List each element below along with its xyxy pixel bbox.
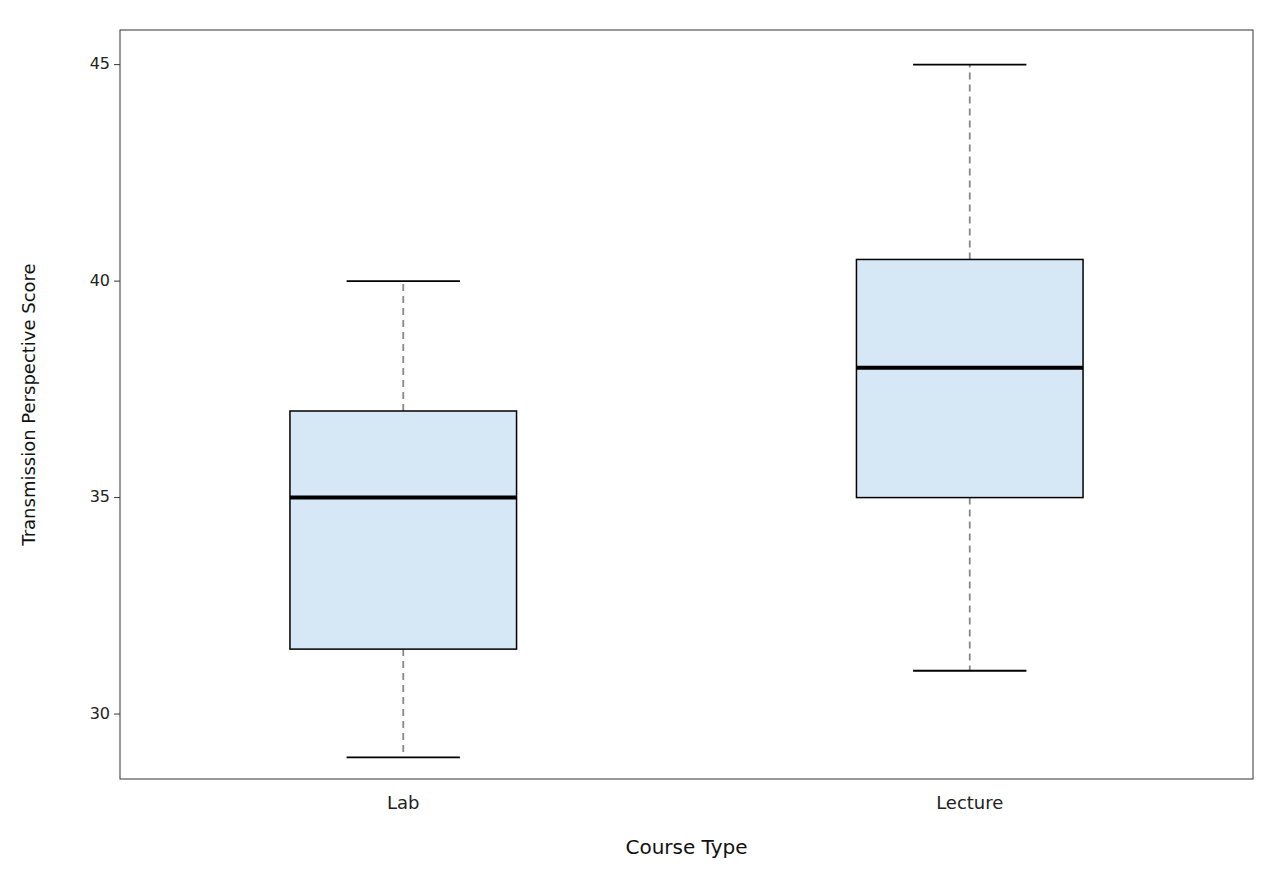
plot-frame [120, 30, 1253, 779]
x-tick-label: Lecture [936, 792, 1003, 813]
box [856, 259, 1083, 497]
median-line [856, 366, 1083, 370]
whisker-high [402, 281, 404, 411]
box [290, 411, 517, 649]
median-line [290, 496, 517, 500]
plot-area [290, 65, 1083, 758]
y-tick [114, 497, 120, 498]
x-tick-label: Lab [387, 792, 419, 813]
chart-svg: Lab Lecture 30 35 40 45 Course Type Transmissio… [0, 0, 1283, 889]
y-tick-label: 45 [90, 54, 110, 73]
y-tick-label: 40 [90, 271, 110, 290]
y-tick [114, 64, 120, 65]
x-axis-label: Course Type [625, 835, 747, 859]
cap-low [913, 670, 1026, 672]
y-tick [114, 714, 120, 715]
whisker-low [969, 498, 971, 671]
whisker-low [402, 649, 404, 757]
whisker-high [969, 65, 971, 260]
cap-high [347, 280, 460, 282]
y-axis-label: Transmission Perspective Score [18, 263, 39, 546]
chart-container: Lab Lecture 30 35 40 45 Course Type Transmissio… [0, 0, 1283, 889]
cap-high [913, 64, 1026, 66]
cap-low [347, 756, 460, 758]
y-tick-label: 30 [90, 704, 110, 723]
y-tick [114, 281, 120, 282]
y-tick-label: 35 [90, 487, 110, 506]
